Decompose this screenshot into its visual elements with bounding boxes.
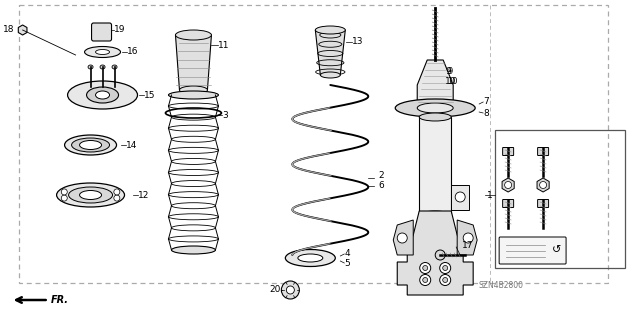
- Circle shape: [540, 182, 547, 189]
- Circle shape: [420, 263, 431, 273]
- Ellipse shape: [298, 254, 323, 262]
- Circle shape: [286, 286, 294, 294]
- Text: ↺: ↺: [552, 245, 561, 255]
- Polygon shape: [175, 35, 211, 90]
- Text: 17: 17: [462, 241, 474, 249]
- Bar: [419, 117, 451, 215]
- Ellipse shape: [321, 72, 340, 78]
- Text: 18: 18: [3, 26, 15, 34]
- Polygon shape: [417, 60, 453, 105]
- Text: 4: 4: [344, 249, 350, 258]
- Circle shape: [440, 263, 451, 273]
- Polygon shape: [393, 220, 413, 255]
- Ellipse shape: [56, 183, 125, 207]
- FancyBboxPatch shape: [499, 237, 566, 264]
- Ellipse shape: [68, 187, 113, 203]
- FancyBboxPatch shape: [502, 147, 514, 155]
- Ellipse shape: [79, 190, 102, 199]
- Ellipse shape: [86, 87, 118, 103]
- Text: 15: 15: [143, 91, 155, 100]
- Ellipse shape: [100, 65, 105, 69]
- Text: FR.: FR.: [51, 295, 68, 305]
- Circle shape: [463, 233, 473, 243]
- Ellipse shape: [95, 49, 109, 55]
- Ellipse shape: [419, 113, 451, 121]
- Polygon shape: [316, 30, 346, 75]
- Bar: [451, 185, 469, 210]
- Ellipse shape: [179, 86, 207, 94]
- Ellipse shape: [112, 65, 117, 69]
- Text: 9: 9: [445, 68, 451, 77]
- Ellipse shape: [68, 81, 138, 109]
- Ellipse shape: [316, 26, 346, 34]
- Text: 3: 3: [223, 110, 228, 120]
- Ellipse shape: [175, 30, 211, 40]
- Text: 7: 7: [483, 98, 489, 107]
- Text: 13: 13: [352, 38, 364, 47]
- Text: SZN4B2800: SZN4B2800: [478, 280, 523, 290]
- FancyBboxPatch shape: [538, 199, 548, 207]
- Text: 9: 9: [447, 68, 452, 77]
- Ellipse shape: [168, 91, 218, 99]
- Circle shape: [423, 265, 428, 271]
- Ellipse shape: [65, 135, 116, 155]
- Circle shape: [282, 281, 300, 299]
- Ellipse shape: [95, 91, 109, 99]
- Text: 14: 14: [125, 140, 137, 150]
- Text: 2: 2: [378, 170, 384, 180]
- Text: 8: 8: [483, 108, 489, 117]
- Text: 5: 5: [344, 258, 350, 268]
- Text: 19: 19: [113, 26, 125, 34]
- Ellipse shape: [417, 103, 453, 113]
- Ellipse shape: [396, 99, 475, 117]
- Circle shape: [504, 182, 511, 189]
- Text: 10: 10: [445, 78, 457, 86]
- Bar: [495, 130, 625, 268]
- Circle shape: [61, 195, 67, 201]
- Circle shape: [114, 189, 120, 195]
- Text: 12: 12: [138, 190, 149, 199]
- Text: 10: 10: [447, 78, 458, 86]
- Text: 1: 1: [487, 190, 493, 199]
- Ellipse shape: [84, 47, 120, 57]
- FancyBboxPatch shape: [502, 199, 514, 207]
- Polygon shape: [19, 25, 27, 35]
- Text: 11: 11: [218, 41, 230, 49]
- Circle shape: [420, 275, 431, 286]
- Text: 16: 16: [127, 48, 138, 56]
- Polygon shape: [502, 178, 514, 192]
- Polygon shape: [397, 211, 473, 295]
- Circle shape: [455, 192, 465, 202]
- Ellipse shape: [88, 65, 93, 69]
- FancyBboxPatch shape: [92, 23, 111, 41]
- Circle shape: [440, 275, 451, 286]
- Text: 6: 6: [378, 182, 384, 190]
- Ellipse shape: [285, 249, 335, 266]
- Text: 20: 20: [269, 286, 280, 294]
- Polygon shape: [457, 220, 477, 255]
- Circle shape: [443, 265, 448, 271]
- Bar: [19, 5, 608, 283]
- Polygon shape: [537, 178, 549, 192]
- Circle shape: [443, 278, 448, 283]
- Ellipse shape: [172, 246, 216, 254]
- Circle shape: [435, 250, 445, 260]
- Ellipse shape: [79, 140, 102, 150]
- Circle shape: [423, 278, 428, 283]
- FancyBboxPatch shape: [538, 147, 548, 155]
- Circle shape: [114, 195, 120, 201]
- Ellipse shape: [419, 211, 451, 219]
- Circle shape: [397, 233, 407, 243]
- Circle shape: [61, 189, 67, 195]
- Ellipse shape: [72, 138, 109, 152]
